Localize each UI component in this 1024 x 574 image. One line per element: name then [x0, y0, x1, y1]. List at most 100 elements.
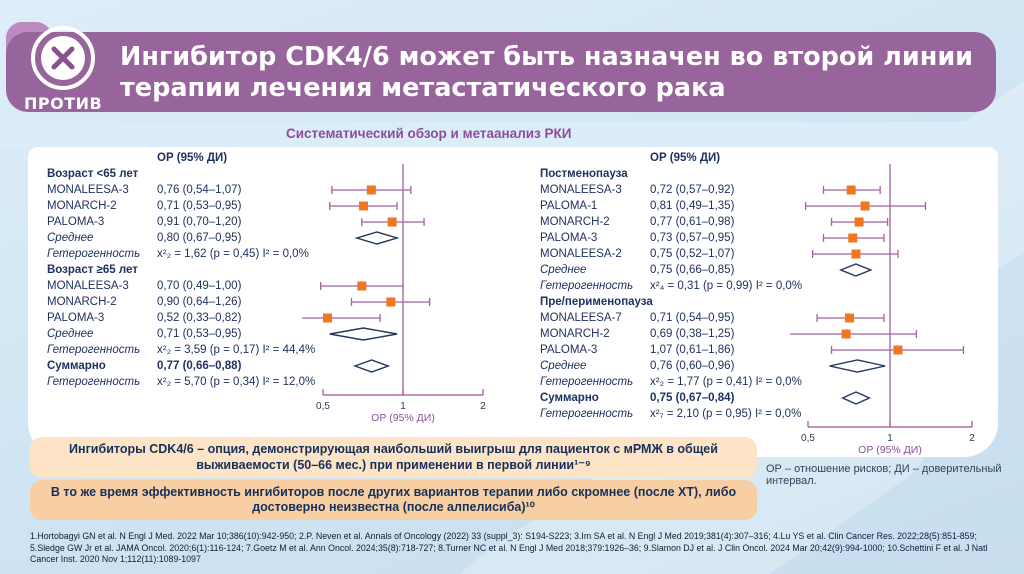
axis-label: ОР (95% ДИ) — [858, 444, 922, 456]
axis-tick-label: 2 — [480, 401, 486, 412]
forest-panel-menopause: ОР (95% ДИ) Постменопауза MONALEESA-3 0,72 … — [540, 150, 992, 470]
row-label: Пре/перименопауза — [540, 296, 653, 308]
row-value: x²₂ = 5,70 (p = 0,34) I² = 12,0% — [157, 376, 316, 388]
row-label: Среднее — [47, 232, 94, 244]
row-label: MONALEESA-3 — [47, 280, 129, 292]
row-value: 0,90 (0,64–1,26) — [157, 296, 242, 308]
row-value: 0,76 (0,60–0,96) — [650, 360, 735, 372]
row-label: MONALEESA-7 — [540, 312, 622, 324]
table-row: Среднее 0,75 (0,66–0,85) — [540, 262, 992, 278]
row-label: PALOMA-3 — [47, 312, 105, 324]
row-label: Постменопауза — [540, 168, 628, 180]
row-label: Возраст <65 лет — [47, 168, 139, 180]
forest-table: ОР (95% ДИ) Возраст <65 лет MONALEESA-3 0,7… — [47, 150, 509, 390]
row-value: 0,72 (0,57–0,92) — [650, 184, 735, 196]
row-label: PALOMA-3 — [540, 232, 598, 244]
row-label: Суммарно — [540, 392, 599, 404]
column-header: ОР (95% ДИ) — [157, 152, 228, 164]
row-value: 0,80 (0,67–0,95) — [157, 232, 242, 244]
table-row: Гетерогенность x²₂ = 1,77 (p = 0,41) I² =… — [540, 374, 992, 390]
axis-tick-label: 0,5 — [801, 433, 815, 444]
table-row: MONARCH-2 0,90 (0,64–1,26) — [47, 294, 509, 310]
forest-panel-age: ОР (95% ДИ) Возраст <65 лет MONALEESA-3 0,7… — [47, 150, 509, 445]
forest-marker — [811, 249, 899, 259]
table-row: Пре/перименопауза — [540, 294, 992, 310]
forest-diamond — [352, 359, 391, 373]
row-value: 0,70 (0,49–1,00) — [157, 280, 242, 292]
forest-marker — [320, 281, 404, 291]
row-value: 0,76 (0,54–1,07) — [157, 184, 242, 196]
forest-marker — [830, 345, 965, 355]
forest-diamond — [838, 263, 873, 277]
forest-marker — [830, 217, 889, 227]
forest-marker — [331, 185, 412, 195]
forest-plot: 0,5 1 2 ОР (95% ДИ) — [302, 164, 486, 424]
row-value: 0,75 (0,67–0,84) — [650, 392, 735, 404]
row-value: 0,71 (0,53–0,95) — [157, 200, 242, 212]
callout-benefit: Ингибиторы CDK4/6 – опция, демонстрирующ… — [30, 437, 757, 478]
row-label: Среднее — [540, 360, 587, 372]
row-value: 0,77 (0,61–0,98) — [650, 216, 735, 228]
axis-tick-label: 0,5 — [316, 401, 330, 412]
table-row: MONARCH-2 0,69 (0,38–1,25) — [540, 326, 992, 342]
subtitle-text: Систематический обзор и метаанализ РКИ — [286, 126, 572, 141]
axis-label: ОР (95% ДИ) — [371, 412, 435, 424]
forest-marker — [816, 313, 885, 323]
table-row: Гетерогенность x²₄ = 0,31 (p = 0,99) I² =… — [540, 278, 992, 294]
forest-marker — [361, 217, 425, 227]
slide-title-line1: Ингибитор CDK4/6 может быть назначен во … — [120, 42, 974, 72]
forest-marker — [790, 329, 918, 339]
forest-diamond — [354, 231, 400, 245]
table-row: Возраст ≥65 лет — [47, 262, 509, 278]
forest-marker — [329, 201, 398, 211]
row-value: 0,81 (0,49–1,35) — [650, 200, 735, 212]
row-value: 1,07 (0,61–1,86) — [650, 344, 735, 356]
table-row: Суммарно 0,75 (0,67–0,84) — [540, 390, 992, 406]
table-row: MONALEESA-7 0,71 (0,54–0,95) — [540, 310, 992, 326]
axis-tick-label: 2 — [969, 433, 975, 444]
x-mark-icon — [51, 46, 75, 70]
row-label: PALOMA-3 — [47, 216, 105, 228]
forest-marker — [804, 201, 927, 211]
row-value: 0,77 (0,66–0,88) — [157, 360, 242, 372]
table-row: Среднее 0,76 (0,60–0,96) — [540, 358, 992, 374]
badge-label: ПРОТИВ — [24, 94, 103, 113]
forest-diamond — [840, 391, 872, 405]
table-row: PALOMA-3 0,52 (0,33–0,82) — [47, 310, 509, 326]
row-label: MONARCH-2 — [47, 296, 117, 308]
table-row: Гетерогенность x²₇ = 2,10 (p = 0,95) I² =… — [540, 406, 992, 422]
forest-marker — [822, 233, 885, 243]
row-label: PALOMA-3 — [540, 344, 598, 356]
row-label: Гетерогенность — [47, 344, 141, 356]
row-label: MONALEESA-3 — [540, 184, 622, 196]
table-row: PALOMA-3 0,73 (0,57–0,95) — [540, 230, 992, 246]
column-header-row: ОР (95% ДИ) — [47, 150, 509, 166]
cross-circle-icon — [31, 26, 95, 90]
row-value: 0,71 (0,53–0,95) — [157, 328, 242, 340]
row-value: x²₄ = 0,31 (p = 0,99) I² = 0,0% — [650, 280, 803, 292]
row-label: PALOMA-1 — [540, 200, 598, 212]
table-row: Гетерогенность x²₂ = 1,62 (p = 0,45) I² =… — [47, 246, 509, 262]
table-row: MONALEESA-3 0,76 (0,54–1,07) — [47, 182, 509, 198]
forest-diamond — [329, 327, 398, 341]
header-band: ПРОТИВ Ингибитор CDK4/6 может быть назна… — [6, 26, 996, 113]
row-label: Гетерогенность — [540, 376, 634, 388]
axis-tick-label: 1 — [887, 433, 893, 444]
slide-title-line2: терапии лечения метастатического рака — [120, 73, 726, 103]
forest-marker — [302, 313, 381, 323]
row-label: Возраст ≥65 лет — [47, 264, 138, 276]
row-value: x²₂ = 1,62 (p = 0,45) I² = 0,0% — [157, 248, 309, 260]
forest-marker — [350, 297, 431, 307]
forest-table: ОР (95% ДИ) Постменопауза MONALEESA-3 0,72 … — [540, 150, 992, 422]
row-label: Среднее — [47, 328, 94, 340]
spacer — [540, 150, 650, 166]
row-label: MONARCH-2 — [540, 216, 610, 228]
row-label: MONARCH-2 — [47, 200, 117, 212]
column-header: ОР (95% ДИ) — [650, 152, 721, 164]
table-row: Постменопауза — [540, 166, 992, 182]
table-row: MONARCH-2 0,71 (0,53–0,95) — [47, 198, 509, 214]
table-row: MONALEESA-3 0,70 (0,49–1,00) — [47, 278, 509, 294]
row-label: MONALEESA-3 — [47, 184, 129, 196]
forest-plot: 0,5 1 2 ОР (95% ДИ) — [790, 164, 975, 456]
